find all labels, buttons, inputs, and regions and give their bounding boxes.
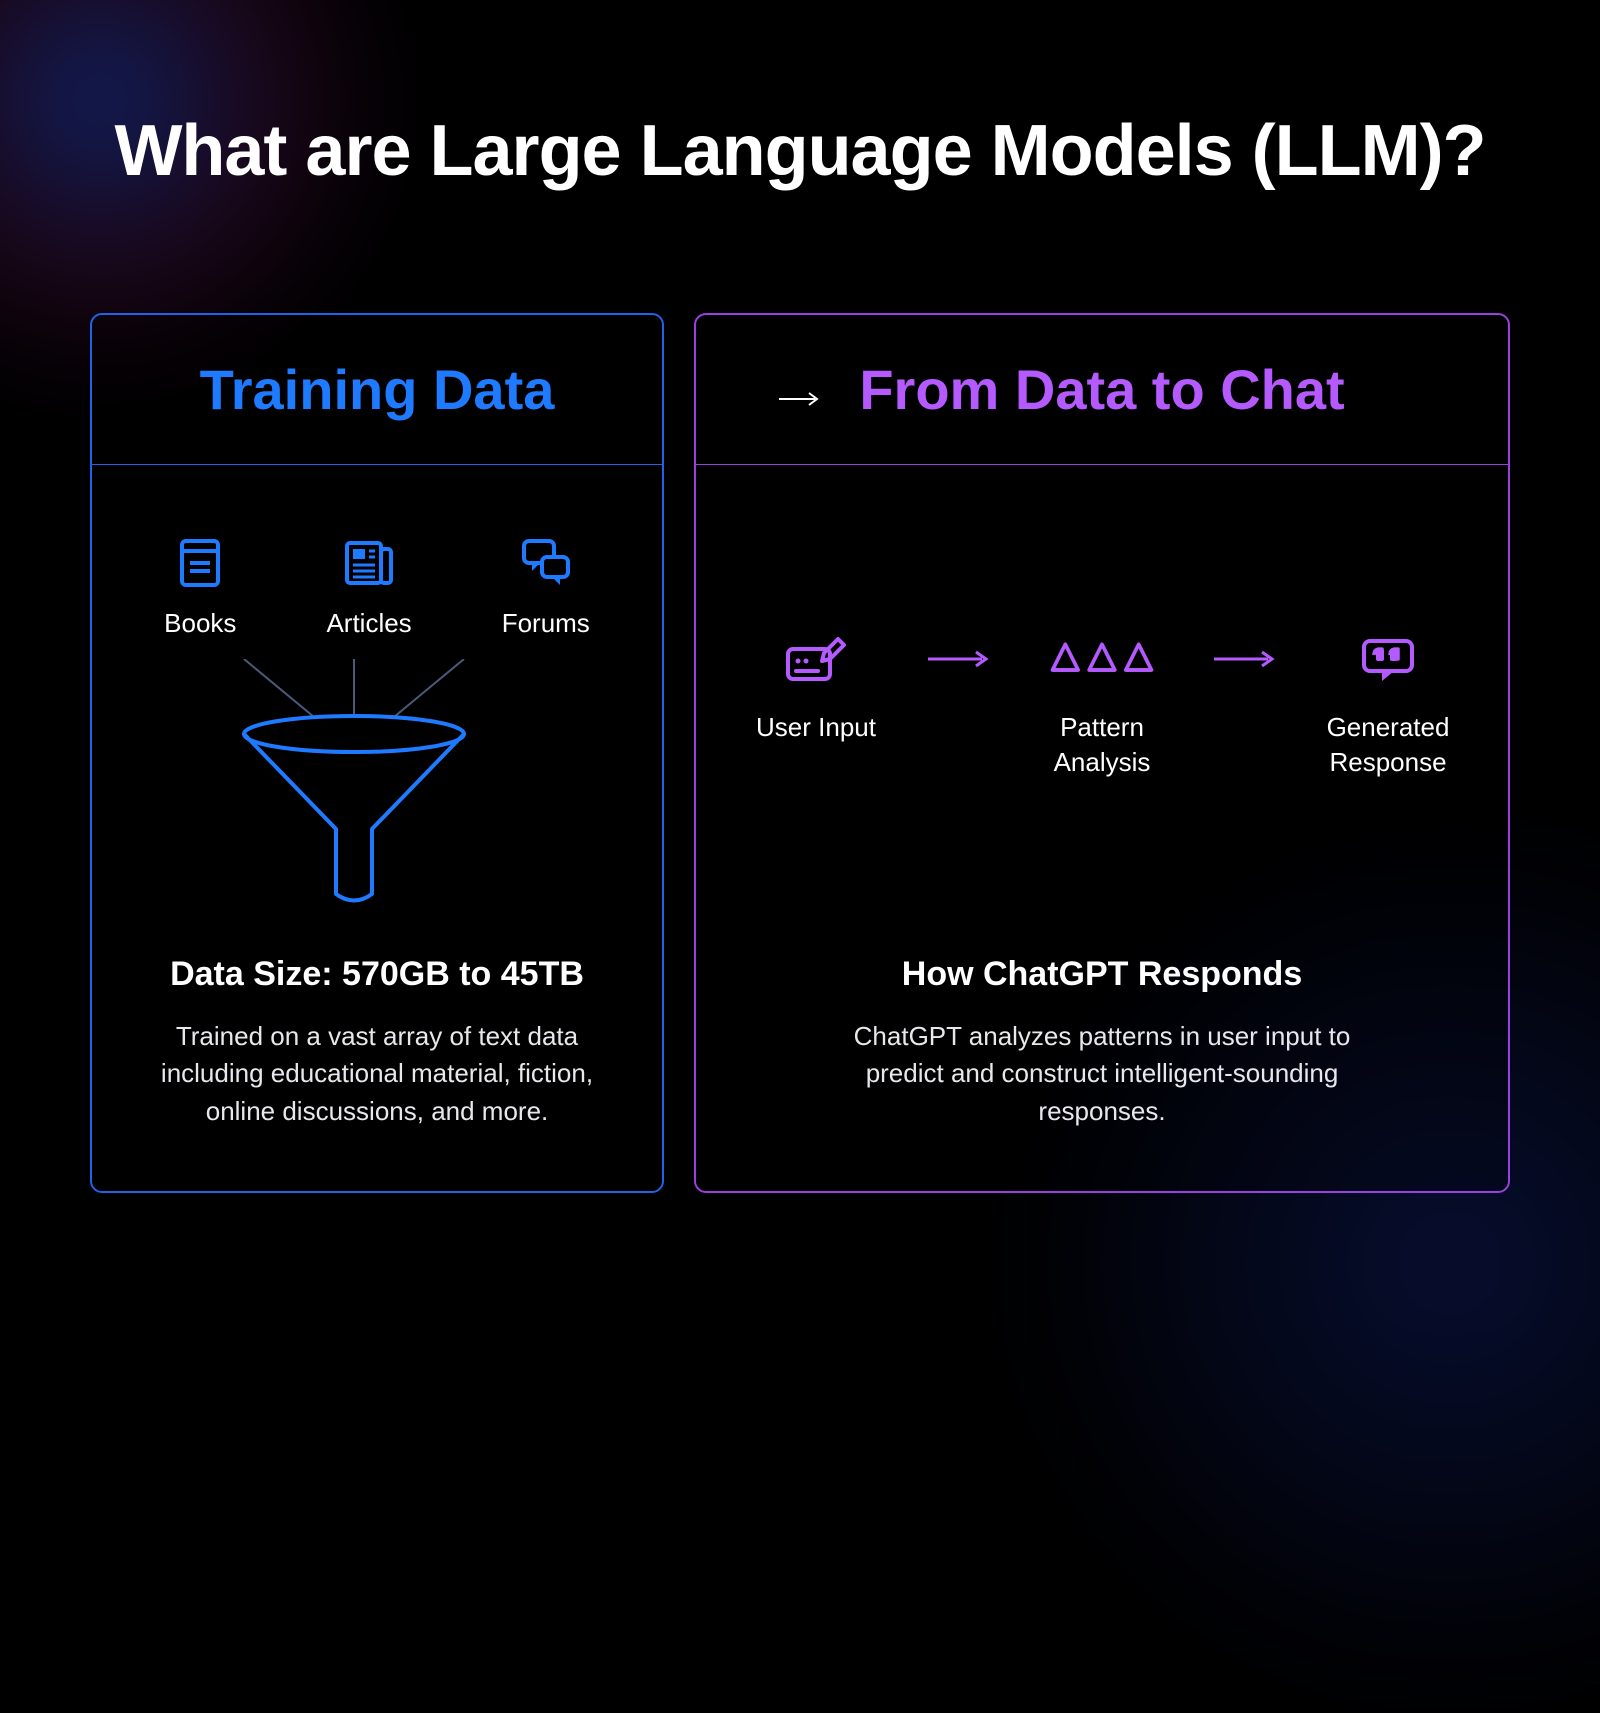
training-data-heading: Training Data <box>92 315 662 465</box>
from-data-to-chat-heading: From Data to Chat <box>696 315 1508 465</box>
flow-pattern-label: Pattern Analysis <box>1022 710 1182 780</box>
cards-row: Training Data Books <box>90 313 1510 1193</box>
source-articles-label: Articles <box>326 608 411 639</box>
book-icon <box>172 535 228 591</box>
response-icon <box>1356 635 1420 683</box>
source-forums-label: Forums <box>502 608 590 639</box>
source-books: Books <box>164 535 236 639</box>
arrow-between-cards <box>777 391 823 412</box>
flow-generated-response: Generated Response <box>1308 635 1468 780</box>
flow-user-input: User Input <box>736 635 896 745</box>
chat-description: ChatGPT analyzes patterns in user input … <box>822 1018 1382 1131</box>
chat-bottom-text: How ChatGPT Responds ChatGPT analyzes pa… <box>822 955 1382 1131</box>
training-data-body: Books <box>92 465 662 1191</box>
training-description: Trained on a vast array of text data inc… <box>132 1018 622 1131</box>
source-articles: Articles <box>326 535 411 639</box>
training-data-card: Training Data Books <box>90 313 664 1193</box>
pattern-icon <box>1047 635 1157 683</box>
flow-user-input-label: User Input <box>736 710 896 745</box>
flow-arrow-1 <box>924 649 994 674</box>
flow-arrow-2 <box>1210 649 1280 674</box>
source-books-label: Books <box>164 608 236 639</box>
sources-row: Books <box>164 535 590 639</box>
article-icon <box>341 535 397 591</box>
flow-pattern-analysis: Pattern Analysis <box>1022 635 1182 780</box>
from-data-to-chat-card: From Data to Chat User Input <box>694 313 1510 1193</box>
page-title: What are Large Language Models (LLM)? <box>90 110 1510 193</box>
chat-body: User Input <box>696 465 1508 1191</box>
flow-row: User Input <box>736 635 1468 780</box>
how-responds-heading: How ChatGPT Responds <box>822 955 1382 994</box>
training-bottom-text: Data Size: 570GB to 45TB Trained on a va… <box>132 955 622 1131</box>
user-input-icon <box>784 635 848 683</box>
flow-response-label: Generated Response <box>1308 710 1468 780</box>
forum-icon <box>518 535 574 591</box>
infographic-container: What are Large Language Models (LLM)? Tr… <box>0 0 1600 1283</box>
funnel-diagram <box>164 659 590 909</box>
training-top-section: Books <box>164 525 590 909</box>
source-forums: Forums <box>502 535 590 639</box>
data-size-heading: Data Size: 570GB to 45TB <box>132 955 622 994</box>
